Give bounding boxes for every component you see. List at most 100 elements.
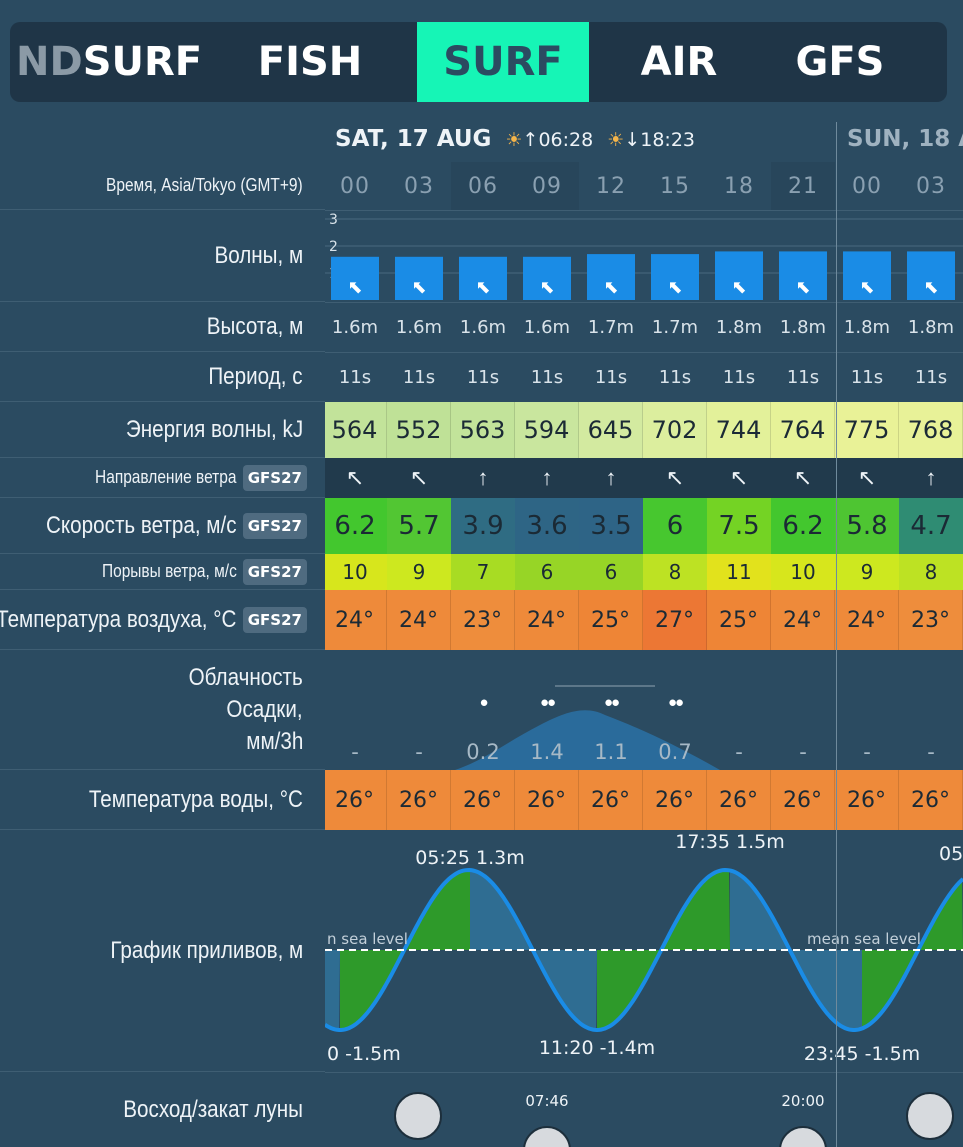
moon-chart: 07:46 20:00 <box>394 1092 954 1147</box>
model-badge[interactable]: GFS27 <box>242 558 307 585</box>
tab-windsurf[interactable]: NDSURF <box>16 22 202 102</box>
tab-fish[interactable]: FISH <box>257 39 363 85</box>
hour-label: 18 <box>724 173 754 199</box>
label-time: Время, Asia/Tokyo (GMT+9) <box>0 162 325 210</box>
label-water-temp: Температура воды, °C <box>0 770 325 830</box>
tab-gfs[interactable]: GFS <box>795 39 885 85</box>
wave-period-value: 11s <box>530 366 564 388</box>
wave-energy-value: 702 <box>643 402 707 458</box>
clouds-precip-row: - - 0.2 ● 1.4 ●● 1.1 ●● 0.7 ●● - - - - <box>325 650 963 771</box>
precip-value: - <box>415 740 423 764</box>
moonset-icon <box>779 1126 827 1147</box>
wave-energy-value: 594 <box>515 402 579 458</box>
tab-windsurf-label: SURF <box>82 39 203 85</box>
air-temp-value: 24° <box>325 590 387 650</box>
air-temp-value: 24° <box>835 590 899 650</box>
precip-value: - <box>735 740 743 764</box>
wind-speed-value: 3.9 <box>451 498 515 554</box>
moon-row: 07:46 20:00 <box>325 1072 963 1147</box>
sunset: ☀↓18:23 <box>607 129 695 151</box>
water-temp-row: 26° 26° 26° 26° 26° 26° 26° 26° 26° 26° <box>325 770 963 830</box>
mean-sea-level-label: mean sea level <box>807 930 921 948</box>
wave-bar <box>395 256 443 300</box>
wind-gust-value: 6 <box>515 554 579 590</box>
wind-speed-value: 4.7 <box>899 498 963 554</box>
tide-chart-row: 05:25 1.3m 11:20 -1.4m 17:35 1.5m 23:45 -1.… <box>325 830 963 1073</box>
day-title: SAT, 17 AUG <box>335 126 492 152</box>
sunset-time: 18:23 <box>640 129 695 151</box>
period-row: 11s 11s 11s 11s 11s 11s 11s 11s 11s 11s <box>325 352 963 403</box>
wind-direction-arrow-icon: ↖ <box>857 465 877 490</box>
precip-value: - <box>927 740 935 764</box>
label-precip-unit: мм/3h <box>245 727 303 755</box>
wave-height-value: 1.6m <box>395 316 443 338</box>
wave-bar <box>587 254 635 300</box>
wave-height-value: 1.6m <box>459 316 507 338</box>
wind-direction-arrow-icon: ↑ <box>541 465 553 490</box>
gusts-row: 10 9 7 6 6 8 11 10 9 8 <box>325 554 963 590</box>
wave-period-value: 11s <box>402 366 436 388</box>
water-temp-value: 26° <box>771 770 835 830</box>
wind-gust-value: 11 <box>707 554 771 590</box>
wind-speed-row: 6.2 5.7 3.9 3.6 3.5 6 7.5 6.2 5.8 4.7 <box>325 498 963 554</box>
hours-row: 00 03 06 09 12 15 18 21 00 03 <box>325 162 963 211</box>
model-badge[interactable]: GFS27 <box>242 512 307 539</box>
wave-height-value: 1.8m <box>907 316 955 338</box>
tab-surf[interactable]: SURF <box>417 22 589 102</box>
hour-label: 06 <box>451 162 515 210</box>
sunrise-icon: ☀ <box>505 129 523 151</box>
air-temp-value: 24° <box>771 590 835 650</box>
wave-period-value: 11s <box>466 366 500 388</box>
precip-area-chart <box>455 685 720 770</box>
forecast-grid[interactable]: SAT, 17 AUG ☀↑06:28 ☀↓18:23 SUN, 18 A 00… <box>325 122 963 1147</box>
model-badge[interactable]: GFS27 <box>242 606 307 633</box>
water-temp-value: 26° <box>515 770 579 830</box>
wave-bar <box>523 256 571 300</box>
hour-label: 15 <box>660 173 690 199</box>
moonset-time: 20:00 <box>781 1092 824 1110</box>
label-wind-speed: Скорость ветра, м/с GFS27 <box>0 498 325 554</box>
label-air-temp: Температура воздуха, °C GFS27 <box>0 590 325 650</box>
label-waves: Волны, м <box>0 210 325 302</box>
wind-gust-value: 10 <box>771 554 835 590</box>
tide-curve <box>325 867 963 1033</box>
air-temp-value: 24° <box>515 590 579 650</box>
precip-value: 0.2 <box>466 740 500 764</box>
tide-high-label: 05:25 1.3m <box>415 847 525 869</box>
wind-direction-arrow-icon: ↖ <box>345 465 365 490</box>
energy-row: 564 552 563 594 645 702 744 764 775 768 <box>325 402 963 458</box>
wave-direction-arrow-icon: ⬉ <box>539 277 554 298</box>
waves-chart-row: 321⬉⬉⬉⬉⬉⬉⬉⬉⬉⬉ <box>325 210 963 303</box>
hour-label: 00 <box>340 173 370 199</box>
wave-height-value: 1.6m <box>331 316 379 338</box>
precip-value: 1.1 <box>594 740 628 764</box>
wave-energy-value: 552 <box>387 402 451 458</box>
wave-energy-value: 764 <box>771 402 835 458</box>
day-header-sat: SAT, 17 AUG ☀↑06:28 ☀↓18:23 <box>335 126 695 152</box>
wave-period-value: 11s <box>850 366 884 388</box>
label-wind-direction: Направление ветра GFS27 <box>0 458 325 498</box>
moonrise-icon <box>523 1126 571 1147</box>
rain-drop-icon: ●● <box>603 694 620 711</box>
wave-period-value: 11s <box>722 366 756 388</box>
wave-height-value: 1.6m <box>523 316 571 338</box>
wind-speed-value: 5.7 <box>387 498 451 554</box>
wave-energy-value: 744 <box>707 402 771 458</box>
wave-direction-arrow-icon: ⬉ <box>795 277 810 298</box>
rain-drop-icon: ●● <box>667 694 684 711</box>
label-gusts: Порывы ветра, м/с GFS27 <box>0 554 325 590</box>
wind-direction-arrow-icon: ↑ <box>477 465 489 490</box>
day-separator <box>836 122 837 1147</box>
label-clouds-precip: Облачность Осадки, мм/3h <box>0 650 325 770</box>
forecast-tabs-bar: NDSURF FISH SURF AIR GFS <box>0 0 963 122</box>
wind-direction-arrow-icon: ↑ <box>605 465 617 490</box>
tide-low-label: 11:20 -1.4m <box>539 1037 655 1059</box>
moon-icon <box>394 1092 442 1140</box>
water-temp-value: 26° <box>835 770 899 830</box>
day-header-sun: SUN, 18 A <box>847 126 963 152</box>
model-badge[interactable]: GFS27 <box>242 464 307 491</box>
tab-air[interactable]: AIR <box>640 39 718 85</box>
label-energy: Энергия волны, kJ <box>0 402 325 458</box>
wave-bar <box>779 251 827 300</box>
hour-label: 03 <box>916 173 946 199</box>
